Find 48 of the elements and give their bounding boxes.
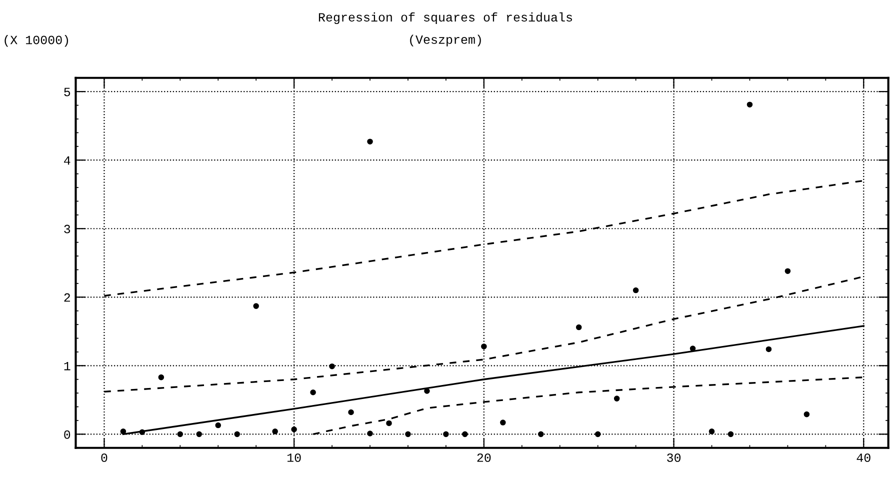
point bbox=[500, 420, 506, 426]
point bbox=[746, 102, 753, 108]
y-tick-label: 1 bbox=[64, 362, 70, 370]
point bbox=[158, 374, 164, 380]
y-tick-label: 0 bbox=[64, 430, 70, 439]
x-tick-label: 10 bbox=[287, 453, 301, 462]
point bbox=[784, 268, 791, 274]
point bbox=[766, 346, 772, 352]
point bbox=[386, 420, 392, 426]
y-tick-label: 5 bbox=[64, 88, 70, 96]
x-tick-label: 30 bbox=[667, 453, 681, 462]
point bbox=[538, 431, 544, 438]
y-tick-label: 4 bbox=[64, 156, 70, 165]
point bbox=[120, 428, 126, 434]
point bbox=[424, 388, 430, 394]
point bbox=[310, 389, 316, 396]
point bbox=[804, 411, 810, 418]
point bbox=[329, 363, 335, 370]
point bbox=[253, 303, 259, 309]
point bbox=[443, 431, 449, 438]
point bbox=[462, 431, 468, 438]
chart-subtitle: (Veszprem) bbox=[410, 34, 481, 46]
point bbox=[405, 431, 411, 438]
point bbox=[291, 426, 297, 432]
point bbox=[481, 344, 487, 350]
point bbox=[632, 287, 639, 294]
point bbox=[576, 324, 582, 330]
point bbox=[234, 431, 240, 438]
point bbox=[728, 431, 734, 438]
point bbox=[367, 430, 373, 436]
point bbox=[215, 422, 222, 428]
point bbox=[348, 409, 354, 416]
y-tick-label: 2 bbox=[64, 293, 70, 302]
point bbox=[177, 431, 184, 438]
point bbox=[614, 396, 620, 402]
point bbox=[196, 431, 202, 438]
point bbox=[367, 138, 373, 144]
chart-title: Regression of squares of residuals bbox=[318, 12, 572, 24]
point bbox=[272, 428, 278, 434]
point bbox=[690, 346, 696, 352]
point bbox=[594, 431, 601, 438]
x-tick-label: 40 bbox=[856, 453, 870, 462]
point bbox=[139, 429, 146, 436]
y-tick-label: 3 bbox=[64, 224, 70, 234]
x-tick-label: 20 bbox=[477, 453, 491, 462]
point bbox=[708, 428, 715, 434]
y-axis-title: (X 10000) bbox=[4, 35, 68, 47]
x-tick-label: 0 bbox=[101, 453, 108, 462]
